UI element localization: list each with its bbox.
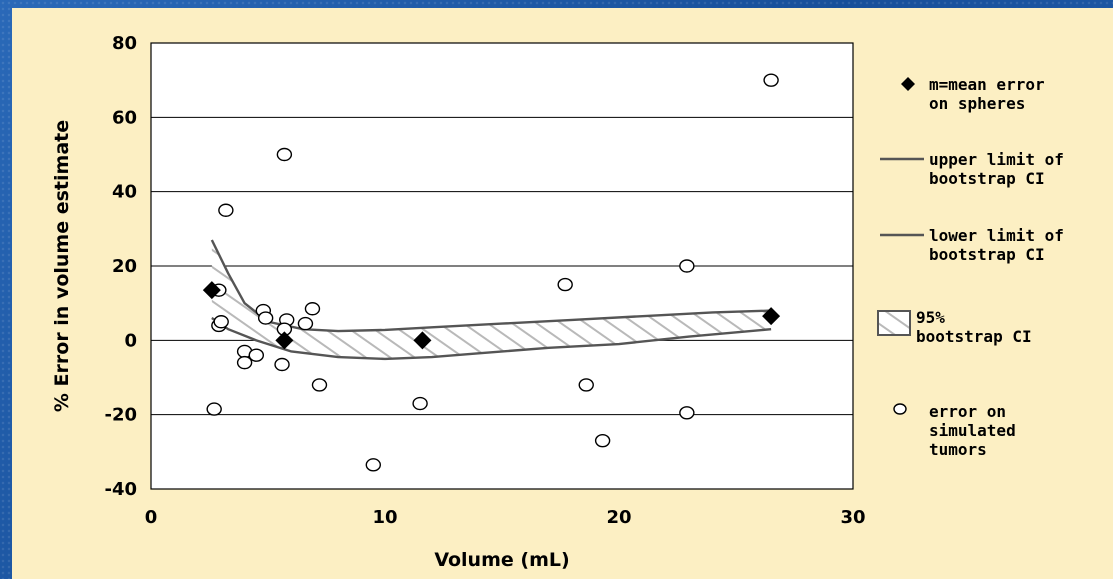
simulated-tumor-point [679, 259, 695, 273]
x-tick-label: 20 [606, 507, 631, 528]
simulated-tumor-point [248, 348, 264, 362]
ci-band [211, 239, 772, 359]
simulated-tumor-point [557, 277, 573, 292]
legend-label: simulated [929, 421, 1016, 440]
sphere-mean-point [202, 281, 221, 300]
legend-label: lower limit of [929, 226, 1064, 245]
y-tick-label: -40 [104, 479, 137, 500]
y-tick-label: 20 [112, 256, 137, 277]
simulated-tumor-point [213, 315, 229, 329]
sphere-mean-point [275, 331, 294, 350]
legend-band-marker [877, 310, 911, 336]
ci-upper-line [210, 239, 772, 333]
legend-label: error on [929, 402, 1006, 421]
legend-diamond-marker [901, 77, 915, 91]
simulated-tumor-point [594, 433, 611, 448]
legend-label: 95% [916, 308, 945, 327]
y-tick-label: 40 [112, 182, 137, 203]
simulated-tumor-point [578, 378, 594, 392]
simulated-tumor-point [679, 406, 695, 420]
simulated-tumor-point [365, 458, 381, 472]
legend-label: m=mean error [929, 75, 1045, 94]
plot-frame [150, 42, 854, 490]
x-tick-label: 10 [372, 507, 397, 528]
simulated-tumor-point [276, 147, 293, 162]
y-tick-label: -20 [104, 405, 137, 426]
ci-lower-line [211, 317, 772, 361]
y-tick-label: 80 [112, 33, 137, 54]
legend-label: bootstrap CI [916, 327, 1032, 346]
x-axis-title: Volume (mL) [434, 549, 569, 571]
simulated-tumor-point [218, 203, 234, 217]
simulated-tumor-point [236, 355, 253, 370]
simulated-tumor-point [297, 316, 314, 331]
x-tick-label: 0 [145, 507, 158, 528]
simulated-tumor-point [304, 302, 321, 316]
simulated-tumor-point [311, 378, 328, 392]
sphere-mean-point [413, 331, 432, 350]
simulated-tumor-point [274, 357, 290, 372]
simulated-tumor-point [257, 311, 274, 325]
simulated-tumor-point [763, 73, 779, 87]
y-axis-title: % Error in volume estimate [51, 120, 73, 412]
legend-circle-marker [893, 403, 907, 415]
y-tick-label: 60 [112, 107, 137, 128]
x-tick-label: 30 [840, 507, 865, 528]
y-tick-label: 0 [124, 330, 137, 351]
sphere-mean-point [762, 307, 781, 326]
legend-label: tumors [929, 440, 987, 459]
legend-label: bootstrap CI [929, 169, 1045, 188]
plot-area: -40 -20 0 20 40 60 80 0 10 20 30 Volume (mL) % Error… [51, 33, 866, 571]
legend-label: on spheres [929, 94, 1025, 113]
legend-label: bootstrap CI [929, 245, 1045, 264]
simulated-tumor-point [206, 402, 222, 416]
legend-label: upper limit of [929, 150, 1064, 169]
simulated-tumor-point [412, 396, 428, 411]
